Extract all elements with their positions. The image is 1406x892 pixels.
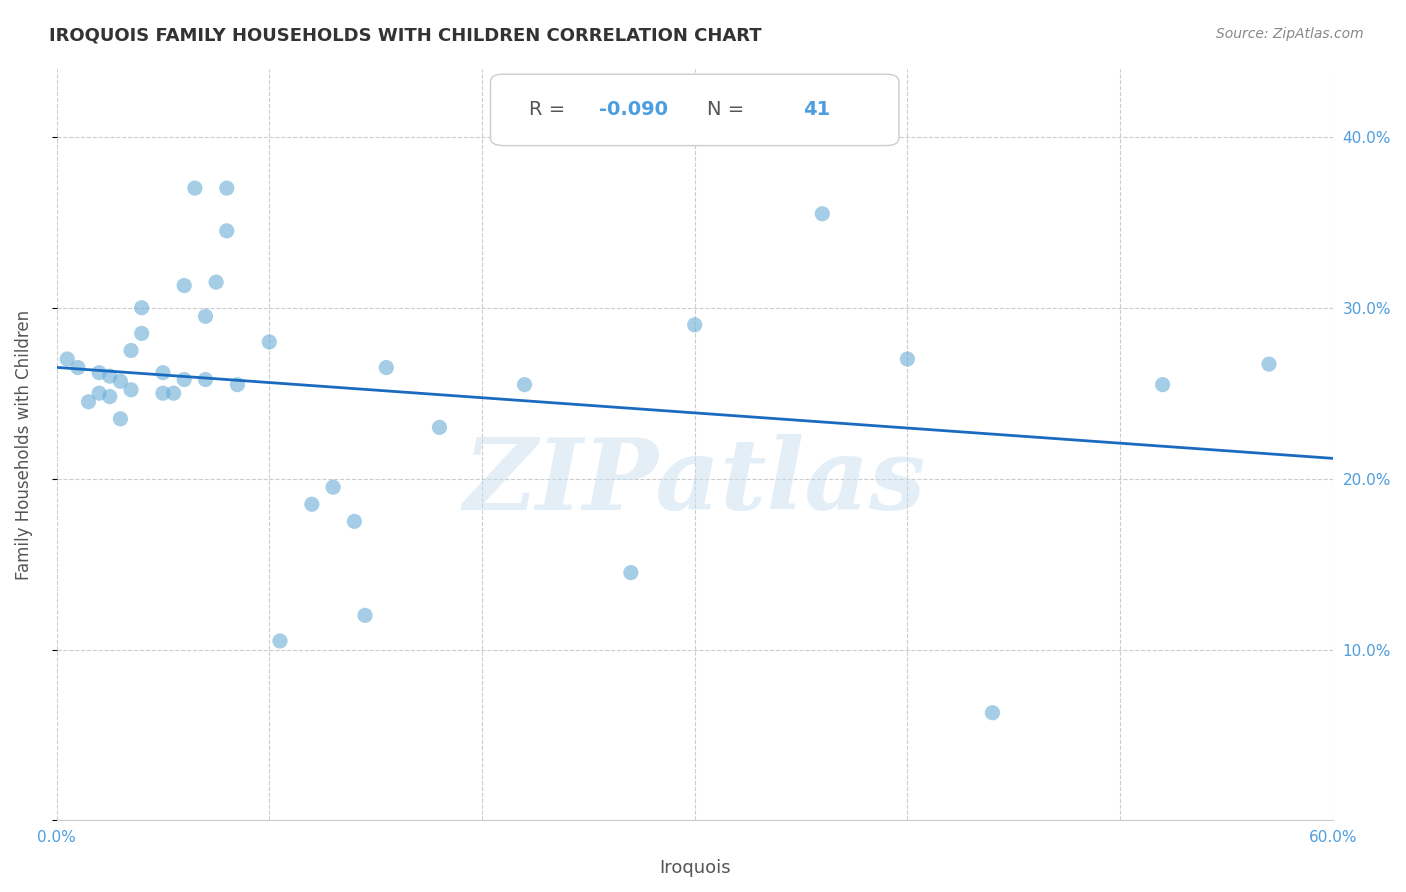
Point <box>98 369 121 384</box>
Point <box>354 608 377 623</box>
Point <box>89 386 111 401</box>
Point <box>1152 377 1174 392</box>
Text: R =: R = <box>529 101 571 120</box>
FancyBboxPatch shape <box>491 74 898 145</box>
Point <box>184 181 207 195</box>
Point <box>98 390 121 404</box>
Text: IROQUOIS FAMILY HOUSEHOLDS WITH CHILDREN CORRELATION CHART: IROQUOIS FAMILY HOUSEHOLDS WITH CHILDREN… <box>49 27 762 45</box>
Point <box>205 275 228 289</box>
Point <box>131 301 153 315</box>
Point <box>120 343 142 358</box>
Point <box>120 383 142 397</box>
Point <box>343 514 366 528</box>
Point <box>896 351 918 366</box>
Text: -0.090: -0.090 <box>599 101 668 120</box>
Point <box>322 480 344 494</box>
Point <box>194 372 217 386</box>
Point <box>173 372 195 386</box>
Point <box>215 181 238 195</box>
Point <box>683 318 706 332</box>
Text: N =: N = <box>707 101 751 120</box>
Point <box>226 377 249 392</box>
Point <box>259 334 281 349</box>
Point <box>811 207 834 221</box>
Point <box>110 412 132 426</box>
Point <box>77 394 100 409</box>
Point <box>981 706 1004 720</box>
Point <box>269 634 291 648</box>
Point <box>110 374 132 388</box>
Text: ZIPatlas: ZIPatlas <box>464 434 927 531</box>
Point <box>1258 357 1281 371</box>
Point <box>301 497 323 511</box>
Point <box>194 310 217 324</box>
Point <box>375 360 398 375</box>
Point <box>89 366 111 380</box>
Point <box>66 360 89 375</box>
Point <box>215 224 238 238</box>
Point <box>429 420 451 434</box>
Point <box>131 326 153 341</box>
Point <box>152 386 174 401</box>
Point <box>56 351 79 366</box>
Text: 41: 41 <box>803 101 831 120</box>
Point <box>513 377 536 392</box>
Y-axis label: Family Households with Children: Family Households with Children <box>15 310 32 580</box>
Text: Source: ZipAtlas.com: Source: ZipAtlas.com <box>1216 27 1364 41</box>
Point <box>152 366 174 380</box>
Point <box>162 386 184 401</box>
Point <box>173 278 195 293</box>
X-axis label: Iroquois: Iroquois <box>659 859 731 877</box>
Point <box>620 566 643 580</box>
